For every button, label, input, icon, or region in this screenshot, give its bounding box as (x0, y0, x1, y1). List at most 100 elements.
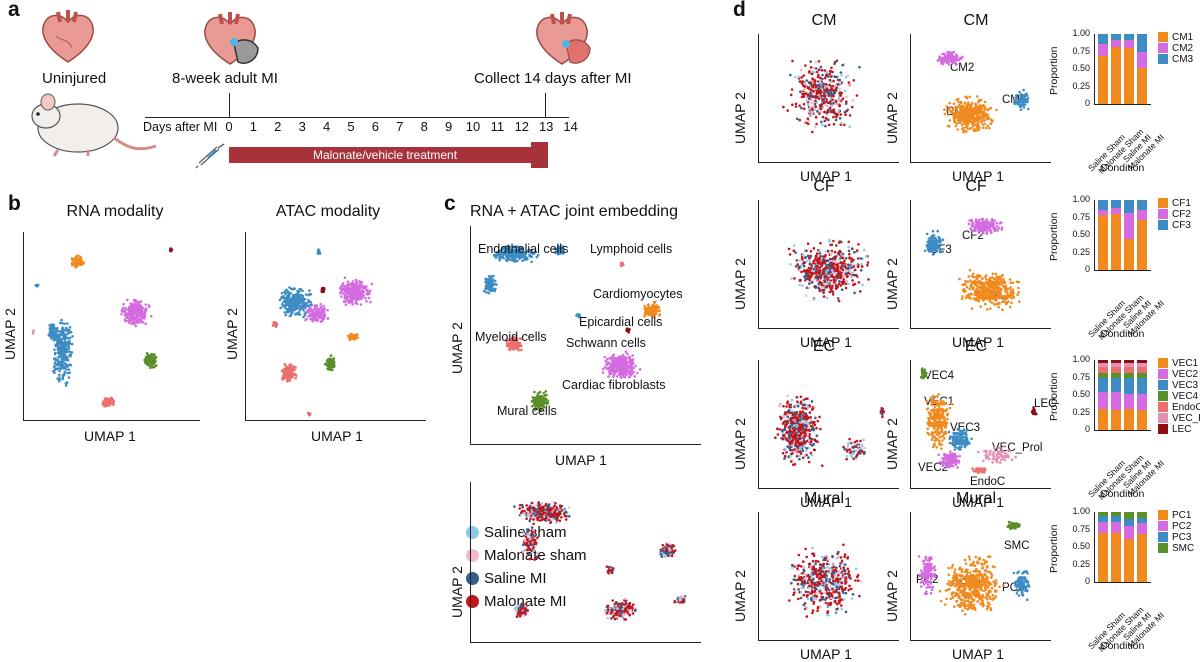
cell-point (531, 531, 534, 534)
cell-point (818, 84, 821, 87)
rna-title: RNA modality (60, 203, 170, 221)
cell-point (516, 615, 519, 618)
cell-point (1015, 94, 1018, 97)
cell-point (559, 519, 562, 522)
cell-point (823, 98, 826, 101)
cell-point (790, 94, 793, 97)
cell-point (811, 85, 814, 88)
legend-swatch (1158, 209, 1168, 219)
cell-point (72, 258, 75, 261)
cell-point (344, 288, 347, 291)
cell-point (59, 378, 62, 381)
cell-point (57, 368, 60, 371)
cell-point (979, 116, 982, 119)
legend-swatch (1158, 532, 1168, 542)
cell-point (531, 526, 534, 529)
joint-title: RNA + ATAC joint embedding (470, 203, 700, 221)
cell-point (683, 598, 686, 601)
cell-point (539, 515, 542, 518)
cell-point (825, 74, 828, 77)
cell-point (282, 301, 285, 304)
cell-point (614, 618, 617, 621)
cell-point (128, 322, 131, 325)
cell-point (955, 125, 958, 128)
cell-point (284, 314, 287, 317)
cell-point (365, 300, 368, 303)
cell-point (522, 550, 525, 553)
day-tick: 10 (465, 119, 481, 134)
cell-point (142, 315, 145, 318)
cell-point (830, 67, 833, 70)
cell-point (634, 365, 637, 368)
cell-point (814, 108, 817, 111)
legend-label: VEC3 (1172, 380, 1198, 391)
cell-point (649, 308, 652, 311)
ytick-label: 0.75 (1066, 46, 1090, 56)
cell-point (970, 108, 973, 111)
panel-d-label: d (733, 0, 746, 22)
cell-point (124, 314, 127, 317)
cell-point (310, 313, 313, 316)
cell-point (485, 291, 488, 294)
cell-point (300, 288, 303, 291)
cell-point (947, 54, 950, 57)
cell-point (611, 599, 614, 602)
cell-point (634, 609, 637, 612)
cell-point (823, 102, 826, 105)
cell-point (124, 307, 127, 310)
ytick-label: 1.00 (1066, 194, 1090, 204)
legend-item: CF3 (1158, 220, 1191, 231)
cell-point (485, 287, 488, 290)
cell-point (69, 326, 72, 329)
cell-point (964, 108, 967, 111)
cell-point (621, 365, 624, 368)
stacked-bar-segment (1124, 48, 1134, 104)
cell-point (835, 76, 838, 79)
cell-point (835, 100, 838, 103)
cell-point (814, 81, 817, 84)
umap-title-condition: CF (764, 178, 884, 196)
cell-point (68, 376, 71, 379)
cell-point (821, 124, 824, 127)
cell-point (612, 354, 615, 357)
cell-point (560, 516, 563, 519)
cell-point (70, 364, 73, 367)
cell-point (813, 71, 816, 74)
cell-point (307, 299, 310, 302)
cell-point (140, 300, 143, 303)
cell-point (814, 126, 817, 129)
cell-point (536, 551, 539, 554)
cell-point (333, 357, 336, 360)
cell-point (1015, 96, 1018, 99)
cell-point (340, 295, 343, 298)
cell-point (285, 368, 288, 371)
cell-point (488, 281, 491, 284)
cell-point (133, 310, 136, 313)
cell-point (606, 565, 609, 568)
cell-point (803, 88, 806, 91)
cell-point (965, 96, 968, 99)
heart-icon-mi (200, 8, 264, 70)
cell-point (820, 107, 823, 110)
cell-point (555, 521, 558, 524)
cell-point (523, 258, 526, 261)
cell-point (820, 121, 823, 124)
cell-point (545, 517, 548, 520)
cell-point (941, 53, 944, 56)
cell-point (844, 111, 847, 114)
cell-point (625, 610, 628, 613)
cell-point (660, 549, 663, 552)
cell-point (945, 55, 948, 58)
cell-point (808, 70, 811, 73)
cell-point (532, 508, 535, 511)
legend-swatch (1158, 369, 1168, 379)
cell-point (304, 311, 307, 314)
cell-point (284, 311, 287, 314)
cell-point (839, 79, 842, 82)
cluster-label-lymphoid: Lymphoid cells (590, 242, 672, 256)
cell-point (986, 109, 989, 112)
cell-point (64, 342, 67, 345)
cell-point (973, 128, 976, 131)
cell-point (54, 353, 57, 356)
